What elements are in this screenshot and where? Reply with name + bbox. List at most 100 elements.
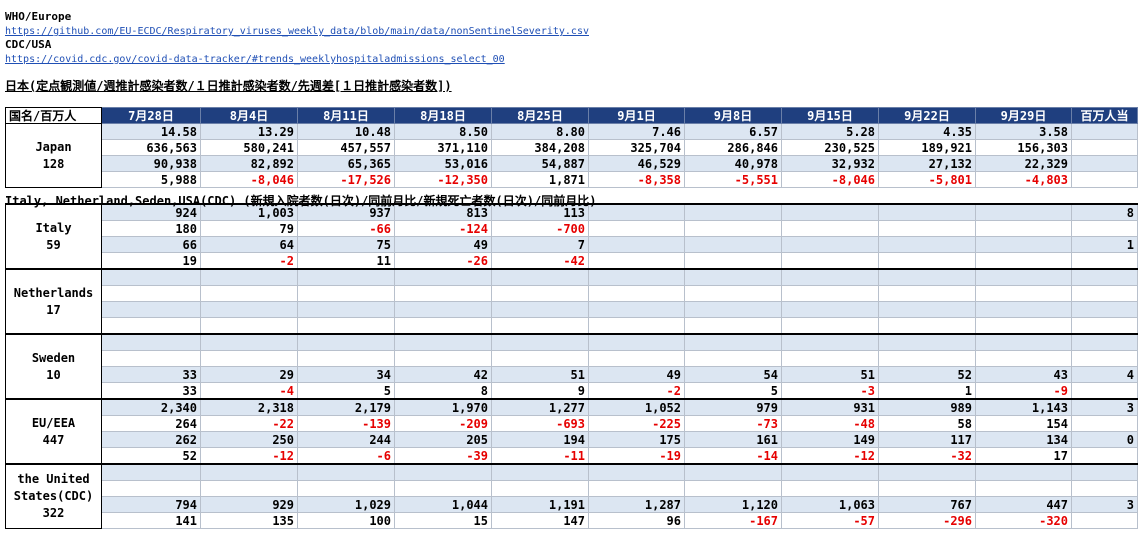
country-name: Netherlands — [13, 285, 94, 300]
value-cell: -19 — [588, 447, 685, 465]
header-corner-cell: 国名/百万人 — [5, 107, 102, 124]
value-cell: 17 — [975, 447, 1072, 465]
value-cell — [588, 301, 685, 318]
value-cell: 457,557 — [297, 139, 395, 156]
value-cell: 8.80 — [491, 123, 589, 140]
value-cell: 371,110 — [394, 139, 492, 156]
value-cell — [684, 203, 782, 221]
value-cell: -124 — [394, 220, 492, 237]
header-row: 国名/百万人 7月28日 8月4日 8月11日 8月18日 8月25日 9月1日… — [5, 107, 1138, 124]
value-cell — [101, 301, 201, 318]
value-cell: 250 — [200, 431, 298, 448]
value-cell — [684, 285, 782, 302]
value-cell: 53,016 — [394, 155, 492, 172]
value-cell: -3 — [781, 382, 879, 400]
value-cell: -6 — [297, 447, 395, 465]
country-population: 59 — [46, 237, 61, 252]
sources-block: WHO/Europe https://github.com/EU-ECDC/Re… — [5, 10, 1125, 92]
who-europe-link[interactable]: https://github.com/EU-ECDC/Respiratory_v… — [5, 26, 589, 37]
value-cell — [491, 301, 589, 318]
value-cell — [101, 480, 201, 497]
header-date: 9月22日 — [878, 107, 976, 124]
value-cell: 1,063 — [781, 496, 879, 513]
value-cell — [588, 220, 685, 237]
value-cell — [781, 333, 879, 351]
per-million-cell: 0 — [1071, 431, 1138, 448]
value-cell: 1,143 — [975, 398, 1072, 416]
value-cell: 40,978 — [684, 155, 782, 172]
japan-table-title: 日本(定点観測値/週推計感染者数/１日推計感染者数/先週差[１日推計感染者数]) — [5, 79, 452, 92]
value-cell: 175 — [588, 431, 685, 448]
table-row — [6, 317, 1138, 335]
value-cell: 9 — [491, 382, 589, 400]
per-million-cell: 8 — [1071, 203, 1138, 221]
value-cell: -8,046 — [200, 171, 298, 188]
value-cell — [588, 252, 685, 270]
value-cell: 22,329 — [975, 155, 1072, 172]
value-cell — [975, 333, 1072, 351]
value-cell: 33 — [101, 366, 201, 383]
value-cell — [684, 220, 782, 237]
value-cell: -12,350 — [394, 171, 492, 188]
section-spacer — [5, 187, 1138, 204]
value-cell — [394, 285, 492, 302]
value-cell — [684, 333, 782, 351]
value-cell — [684, 317, 782, 335]
value-cell: 117 — [878, 431, 976, 448]
value-cell: -12 — [781, 447, 879, 465]
country-name: Italy — [35, 220, 72, 235]
value-cell — [200, 301, 298, 318]
value-cell — [491, 463, 589, 481]
value-cell: 100 — [297, 512, 395, 529]
value-cell: 931 — [781, 398, 879, 416]
value-cell — [878, 203, 976, 221]
value-cell — [975, 203, 1072, 221]
value-cell: -700 — [491, 220, 589, 237]
table-row: 33 -4 5 8 9 -2 5 -3 1 -9 — [6, 382, 1138, 400]
value-cell — [781, 480, 879, 497]
header-per-million: 百万人当 — [1071, 107, 1138, 124]
value-cell: 262 — [101, 431, 201, 448]
value-cell: 937 — [297, 203, 395, 221]
value-cell: 29 — [200, 366, 298, 383]
value-cell: -48 — [781, 415, 879, 432]
per-million-cell — [1071, 155, 1138, 172]
value-cell — [588, 350, 685, 367]
cdc-usa-link[interactable]: https://covid.cdc.gov/covid-data-tracker… — [5, 54, 505, 65]
value-cell: 8.50 — [394, 123, 492, 140]
header-date: 8月11日 — [297, 107, 395, 124]
value-cell: 13.29 — [200, 123, 298, 140]
country-name: Sweden — [31, 350, 76, 365]
value-cell — [101, 463, 201, 481]
table-row — [6, 285, 1138, 302]
value-cell: 5 — [684, 382, 782, 400]
value-cell — [491, 350, 589, 367]
value-cell: 767 — [878, 496, 976, 513]
value-cell: -167 — [684, 512, 782, 529]
value-cell: 1,970 — [394, 398, 492, 416]
value-cell: -8,358 — [588, 171, 685, 188]
value-cell: 1,871 — [491, 171, 589, 188]
table-row: Netherlands 17 — [5, 268, 1138, 335]
country-population: 10 — [46, 367, 61, 382]
value-cell: -225 — [588, 415, 685, 432]
value-cell: 205 — [394, 431, 492, 448]
table-body: Japan 128 14.58 13.29 10.48 8.50 8.80 7.46 6.57 5… — [5, 123, 1138, 529]
value-cell: 979 — [684, 398, 782, 416]
table-row — [6, 480, 1138, 497]
value-cell — [101, 285, 201, 302]
table-row: 66 64 75 49 7 1 — [6, 236, 1138, 253]
value-cell — [878, 236, 976, 253]
value-cell: 27,132 — [878, 155, 976, 172]
per-million-cell: 1 — [1071, 236, 1138, 253]
per-million-cell — [1071, 382, 1138, 400]
value-cell: 82,892 — [200, 155, 298, 172]
value-cell — [588, 333, 685, 351]
value-cell — [101, 268, 201, 286]
value-cell: 54,887 — [491, 155, 589, 172]
header-date: 8月18日 — [394, 107, 492, 124]
per-million-cell — [1071, 512, 1138, 529]
value-cell: 1,120 — [684, 496, 782, 513]
value-cell — [297, 350, 395, 367]
value-cell: -8,046 — [781, 171, 879, 188]
